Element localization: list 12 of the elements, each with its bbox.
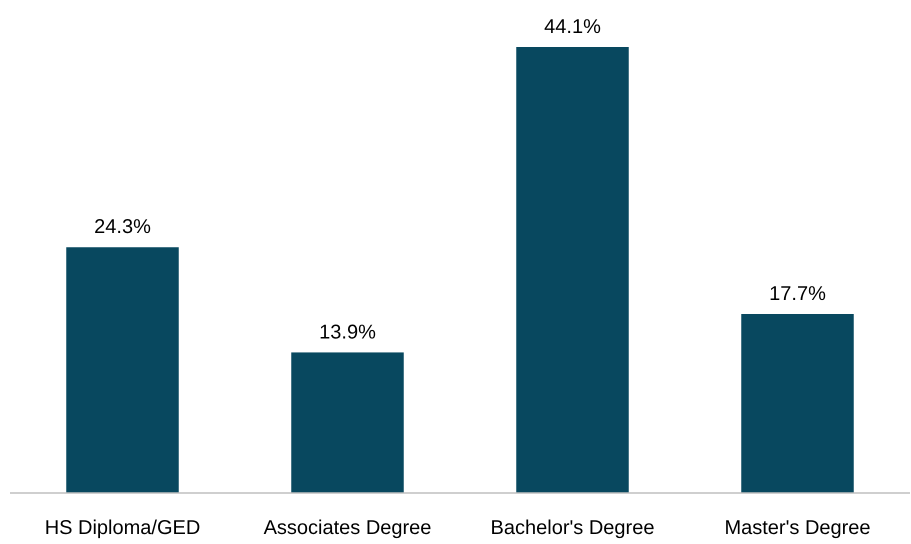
bar xyxy=(291,352,404,493)
data-label: 13.9% xyxy=(319,321,376,344)
bar xyxy=(741,314,854,493)
bar xyxy=(66,247,179,493)
x-tick-label: HS Diploma/GED xyxy=(44,517,200,539)
x-tick-label: Associates Degree xyxy=(264,517,432,539)
data-label: 24.3% xyxy=(94,216,152,238)
data-label: 44.1% xyxy=(544,16,602,38)
x-tick-label: Master's Degree xyxy=(724,517,871,539)
data-label: 17.7% xyxy=(769,282,826,305)
bar xyxy=(516,47,629,493)
x-tick-label: Bachelor's Degree xyxy=(490,517,654,539)
